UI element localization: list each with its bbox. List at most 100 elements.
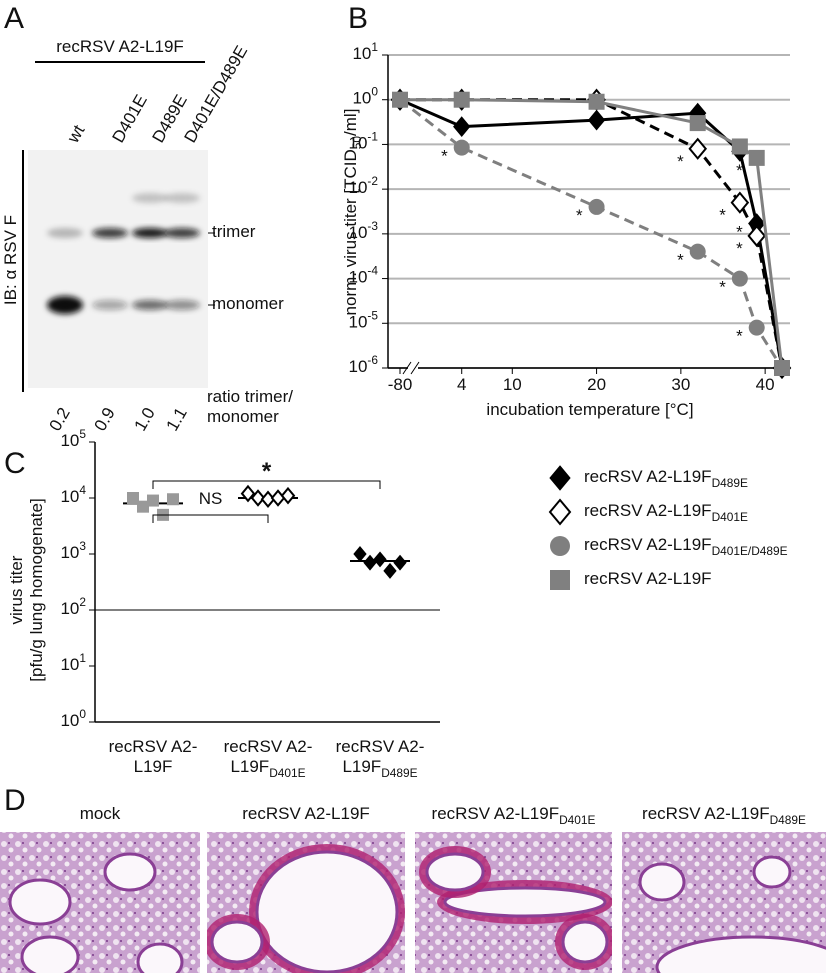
band xyxy=(164,193,200,203)
legend-marker xyxy=(550,570,570,590)
marker xyxy=(731,270,748,287)
significance: * xyxy=(736,239,743,258)
x-tick-label: recRSV A2-L19FD401E xyxy=(224,737,313,780)
lane-label: wt xyxy=(63,122,89,147)
lane-label: D401E/D489E xyxy=(181,43,252,147)
y-tick-label: 10-1 xyxy=(349,130,379,153)
significance: * xyxy=(719,278,726,297)
marker xyxy=(453,116,471,138)
band xyxy=(164,300,200,310)
marker xyxy=(393,554,407,571)
airway xyxy=(752,855,792,889)
x-tick-label: -80 xyxy=(388,375,413,394)
marker xyxy=(137,500,149,513)
band-label: monomer xyxy=(212,294,284,313)
x-tick-label: 40 xyxy=(756,375,775,394)
airway xyxy=(561,920,609,964)
y-tick-label: 101 xyxy=(352,40,378,63)
y-tick-label: 102 xyxy=(60,595,86,618)
band xyxy=(47,228,83,238)
marker xyxy=(587,109,606,131)
legend-label: recRSV A2-L19F xyxy=(584,569,712,588)
comparison-label: * xyxy=(262,458,272,485)
marker xyxy=(689,115,706,132)
blot-bg xyxy=(28,150,208,388)
marker xyxy=(748,149,765,166)
airway xyxy=(638,862,686,902)
histology-image xyxy=(0,832,200,973)
marker xyxy=(147,494,159,507)
marker xyxy=(453,91,470,108)
marker xyxy=(588,93,605,110)
y-tick-label: 10-4 xyxy=(349,264,379,287)
x-tick-label: 20 xyxy=(587,375,606,394)
marker xyxy=(280,486,296,505)
airway xyxy=(136,942,184,973)
axis-break xyxy=(402,361,420,375)
construct-label: recRSV A2-L19F xyxy=(56,37,184,56)
ratio-title: ratio trimer/monomer xyxy=(207,387,293,426)
y-tick-label: 100 xyxy=(60,707,86,730)
lane-label: D401E xyxy=(109,92,151,147)
panel-title: recRSV A2-L19FD489E xyxy=(642,804,806,827)
significance: * xyxy=(736,223,743,242)
marker xyxy=(353,546,367,562)
airway xyxy=(103,852,157,892)
marker xyxy=(383,562,397,579)
band xyxy=(132,300,168,310)
marker xyxy=(748,319,765,336)
band xyxy=(92,228,128,238)
y-tick-label: 10-6 xyxy=(349,353,379,376)
x-tick-label: 10 xyxy=(503,375,522,394)
y-tick-label: 104 xyxy=(60,483,86,506)
panel-label: C xyxy=(4,447,26,480)
panel-title: recRSV A2-L19FD401E xyxy=(432,804,596,827)
panel-title: mock xyxy=(80,804,121,823)
band xyxy=(47,296,83,314)
marker xyxy=(250,489,266,507)
legend-marker xyxy=(549,465,571,491)
ratio-label: 1.0 xyxy=(131,405,159,435)
y-tick-label: 103 xyxy=(60,539,86,562)
axis-break xyxy=(408,362,418,374)
marker xyxy=(730,191,750,214)
y-axis-label: norm. virus titer [TCID50/ml] xyxy=(341,109,364,316)
legend-marker xyxy=(548,498,572,526)
airway xyxy=(255,850,399,973)
bracket xyxy=(152,480,381,489)
legend-label: recRSV A2-L19FD489E xyxy=(584,467,748,490)
panel-label: D xyxy=(4,784,26,817)
marker xyxy=(240,484,256,503)
x-tick-label: 4 xyxy=(457,375,466,394)
marker xyxy=(688,137,708,160)
y-tick-label: 105 xyxy=(60,427,86,450)
y-tick-label: 10-5 xyxy=(349,308,379,331)
marker xyxy=(453,139,470,156)
band xyxy=(132,228,168,238)
significance: * xyxy=(576,206,583,225)
significance: * xyxy=(719,206,726,225)
panel-label: A xyxy=(4,2,24,35)
x-tick-label: 30 xyxy=(671,375,690,394)
y-tick-label: 10-3 xyxy=(349,219,379,242)
ratio-label: 0.2 xyxy=(46,405,74,435)
airway xyxy=(425,852,485,892)
marker xyxy=(588,198,605,215)
marker xyxy=(270,489,286,507)
legend-label: recRSV A2-L19FD401E/D489E xyxy=(584,535,788,558)
bracket xyxy=(152,514,269,523)
ratio-label: 0.9 xyxy=(91,405,119,435)
marker xyxy=(167,493,179,506)
significance: * xyxy=(736,327,743,346)
significance: * xyxy=(736,161,743,180)
airway xyxy=(8,878,72,926)
band xyxy=(132,193,168,203)
marker xyxy=(731,138,748,155)
significance: * xyxy=(441,147,448,166)
significance: * xyxy=(677,152,684,171)
y-tick-label: 10-2 xyxy=(349,174,379,197)
x-tick-label: recRSV A2-L19F xyxy=(109,737,198,776)
ratio-label: 1.1 xyxy=(163,405,191,435)
airway xyxy=(20,935,80,973)
marker xyxy=(774,360,790,376)
